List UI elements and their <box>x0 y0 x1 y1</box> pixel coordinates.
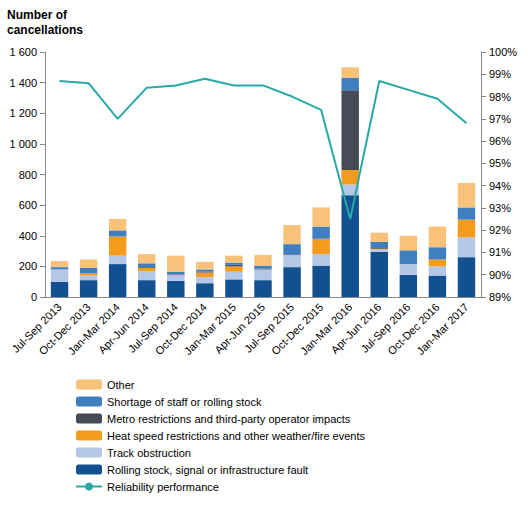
svg-text:Apr-Jun 2016: Apr-Jun 2016 <box>328 300 384 356</box>
svg-text:Jul-Sep 2013: Jul-Sep 2013 <box>10 301 64 355</box>
svg-text:1 600: 1 600 <box>9 46 37 58</box>
svg-text:98%: 98% <box>489 91 511 103</box>
svg-text:100%: 100% <box>489 46 517 58</box>
svg-text:92%: 92% <box>489 224 511 236</box>
svg-text:Jul-Sep 2016: Jul-Sep 2016 <box>358 301 412 355</box>
svg-text:Shortage of staff or rolling s: Shortage of staff or rolling stock <box>107 396 262 408</box>
svg-text:600: 600 <box>19 199 37 211</box>
svg-text:Apr-Jun 2015: Apr-Jun 2015 <box>212 300 268 356</box>
svg-text:200: 200 <box>19 260 37 272</box>
svg-text:1 000: 1 000 <box>9 138 37 150</box>
svg-text:97%: 97% <box>489 113 511 125</box>
svg-text:90%: 90% <box>489 269 511 281</box>
svg-text:94%: 94% <box>489 180 511 192</box>
svg-text:0: 0 <box>31 291 37 303</box>
svg-text:Reliability performance: Reliability performance <box>107 481 219 493</box>
svg-text:1 400: 1 400 <box>9 77 37 89</box>
svg-text:400: 400 <box>19 230 37 242</box>
svg-text:91%: 91% <box>489 246 511 258</box>
svg-text:Jan-Mar 2016: Jan-Mar 2016 <box>298 300 355 358</box>
svg-text:Oct-Dec 2014: Oct-Dec 2014 <box>152 300 210 358</box>
svg-text:Jan-Mar 2014: Jan-Mar 2014 <box>65 300 122 358</box>
svg-text:Jan-Mar 2015: Jan-Mar 2015 <box>181 300 239 358</box>
svg-text:99%: 99% <box>489 68 511 80</box>
svg-text:Oct-Dec 2013: Oct-Dec 2013 <box>36 300 93 358</box>
svg-text:Jul-Sep 2014: Jul-Sep 2014 <box>126 301 180 355</box>
svg-text:800: 800 <box>19 169 37 181</box>
svg-text:Oct-Dec 2015: Oct-Dec 2015 <box>269 300 326 358</box>
svg-text:Jul-Sep 2015: Jul-Sep 2015 <box>242 301 296 355</box>
svg-text:96%: 96% <box>489 135 511 147</box>
svg-text:Rolling stock, signal or infra: Rolling stock, signal or infrastructure … <box>107 464 308 476</box>
svg-text:95%: 95% <box>489 157 511 169</box>
svg-text:Other: Other <box>107 379 135 391</box>
svg-text:Heat speed restrictions and ot: Heat speed restrictions and other weathe… <box>107 430 366 442</box>
svg-text:93%: 93% <box>489 202 511 214</box>
svg-text:1 200: 1 200 <box>9 107 37 119</box>
svg-text:Metro restrictions and third-p: Metro restrictions and third-party opera… <box>107 413 351 425</box>
svg-text:Oct-Dec 2016: Oct-Dec 2016 <box>385 300 442 358</box>
svg-text:Track obstruction: Track obstruction <box>107 447 191 459</box>
svg-text:Number of: Number of <box>7 8 70 22</box>
svg-text:cancellations: cancellations <box>7 23 83 37</box>
svg-text:89%: 89% <box>489 291 511 303</box>
svg-text:Apr-Jun 2014: Apr-Jun 2014 <box>95 300 151 356</box>
svg-text:Jan-Mar 2017: Jan-Mar 2017 <box>414 301 470 357</box>
